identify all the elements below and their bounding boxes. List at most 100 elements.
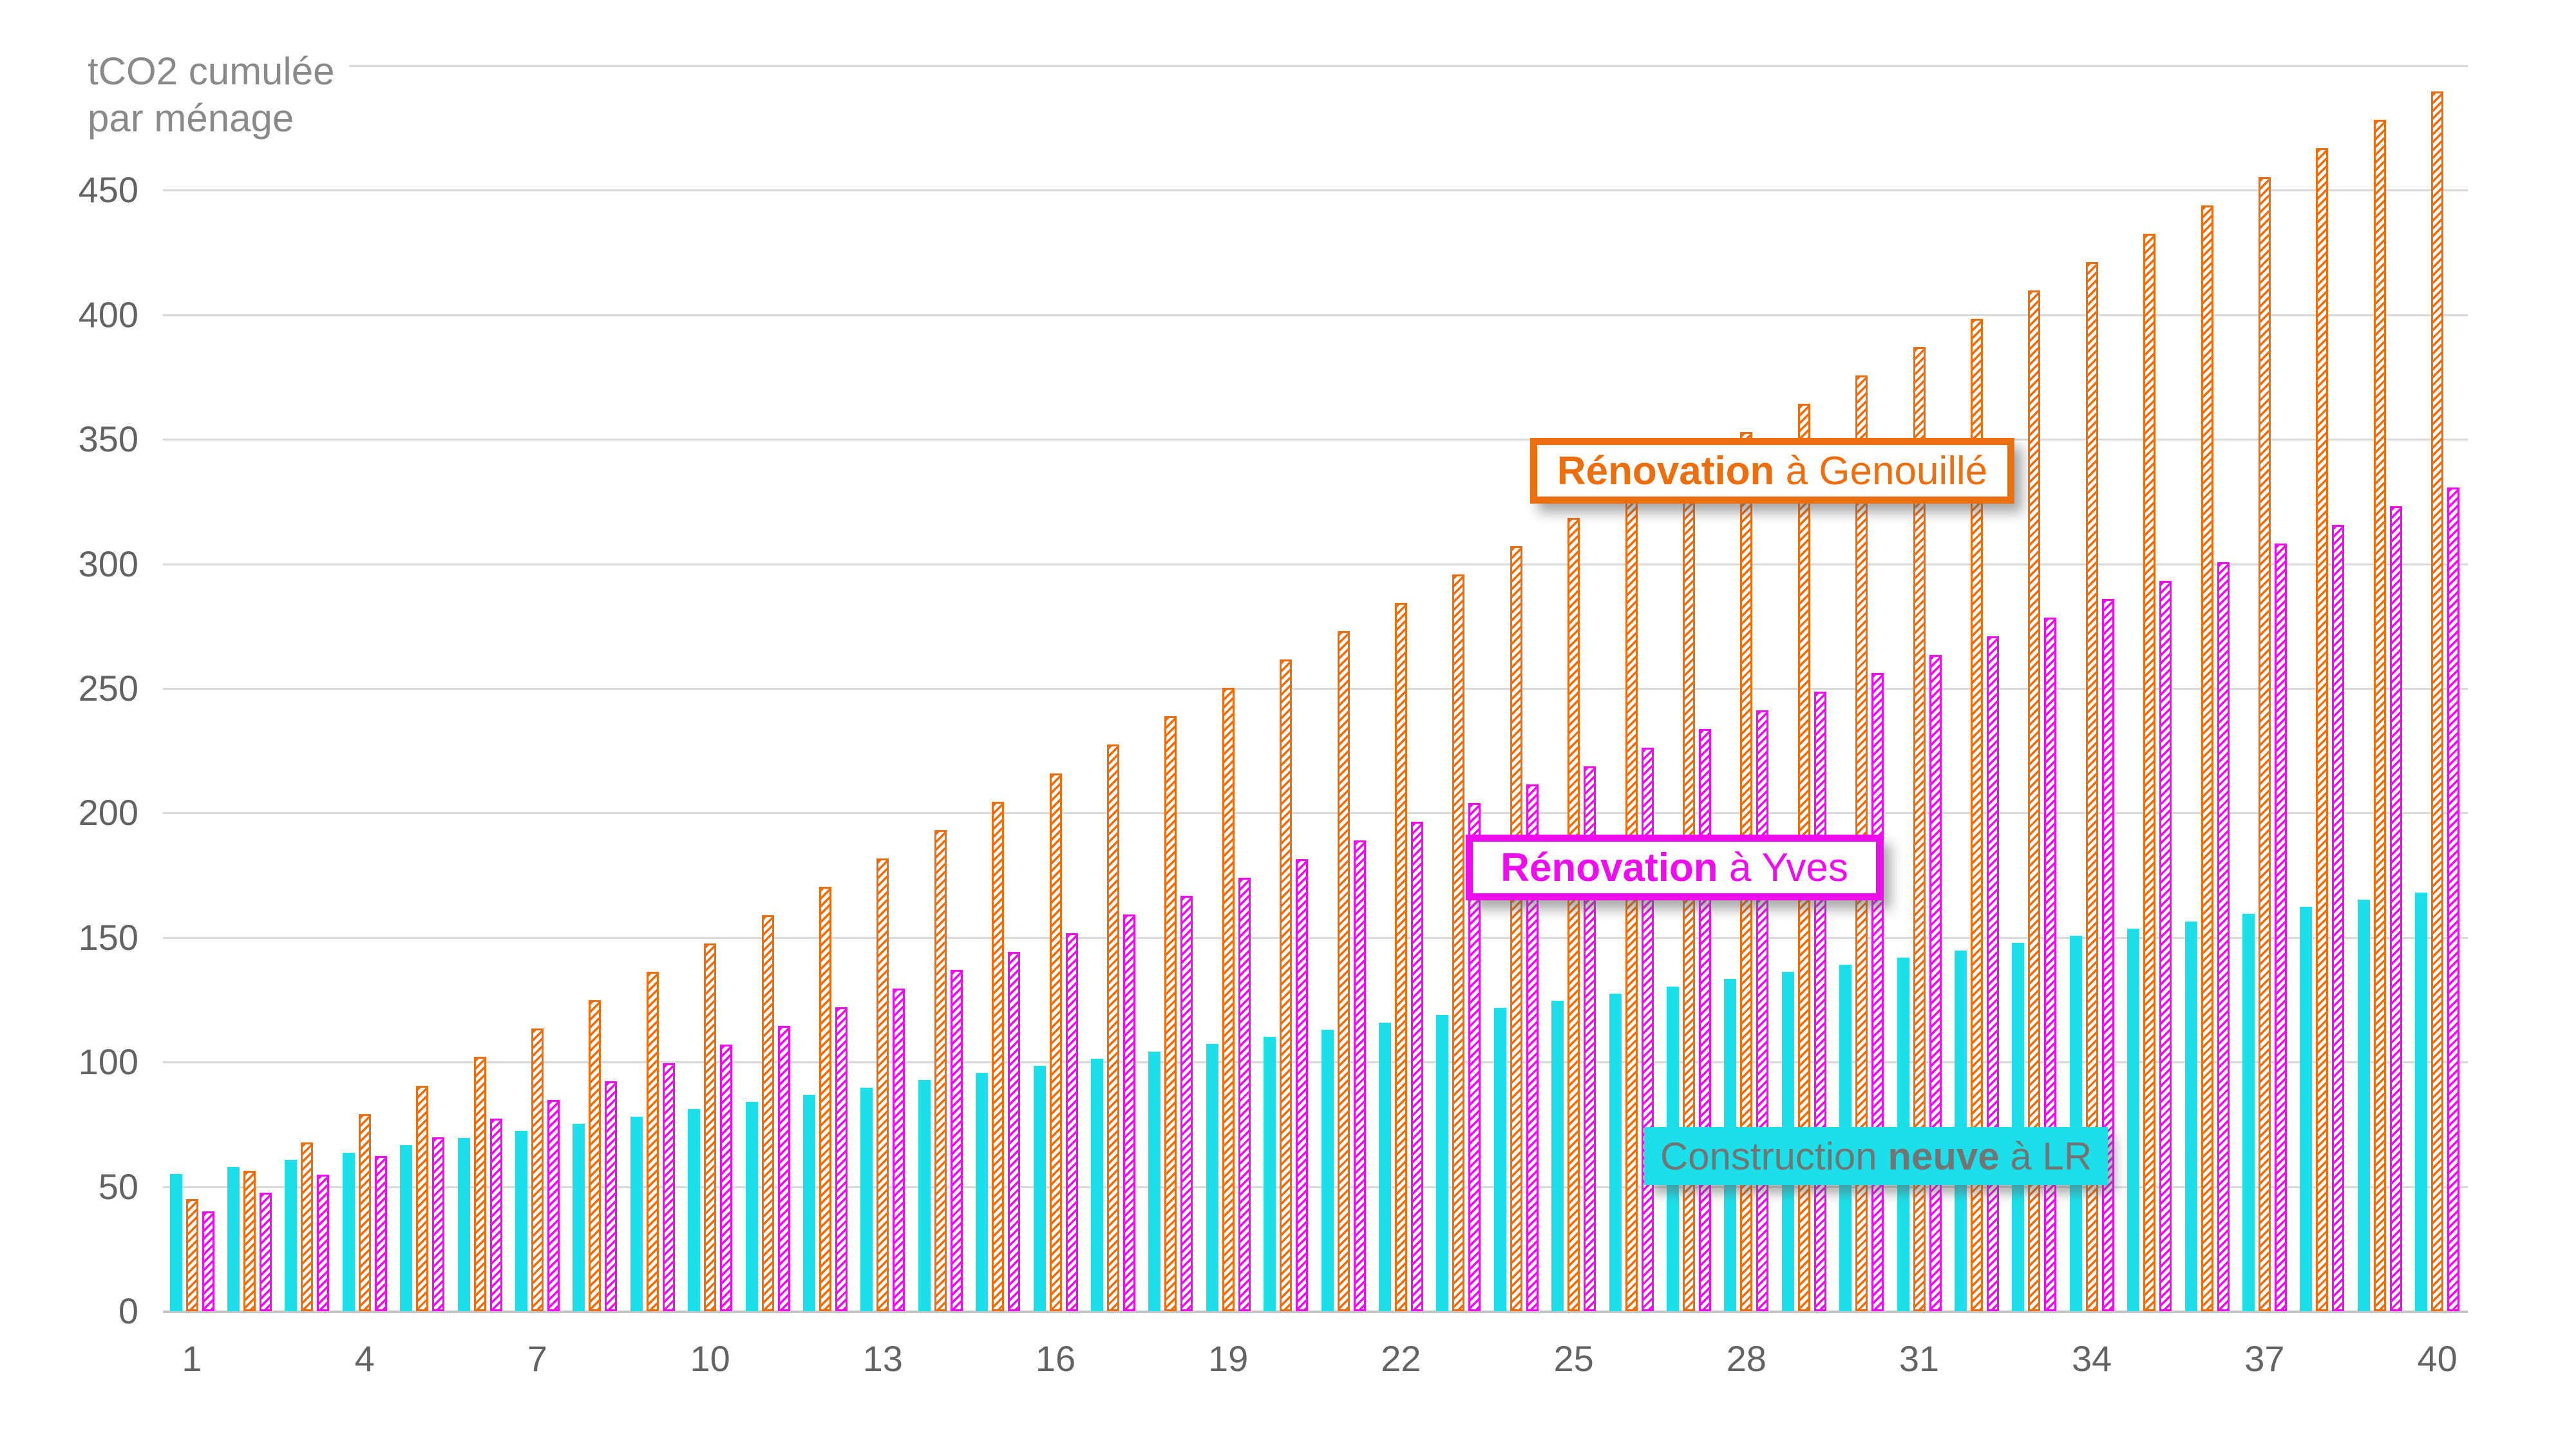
bar-orange-year-4 (359, 1114, 371, 1311)
bar-orange-year-22 (1395, 603, 1407, 1311)
x-axis-line (163, 1311, 2468, 1313)
bar-cyan-year-26 (1609, 994, 1622, 1311)
bar-cyan-year-11 (746, 1102, 758, 1311)
bar-magenta-year-10 (720, 1045, 732, 1311)
x-tick-label-22: 22 (1381, 1338, 1421, 1379)
bar-cyan-year-6 (458, 1138, 470, 1311)
bar-orange-year-16 (1050, 773, 1062, 1311)
x-tick-label-25: 25 (1553, 1338, 1594, 1379)
bar-cyan-year-39 (2358, 900, 2370, 1311)
bar-magenta-year-12 (835, 1007, 848, 1311)
gridline-400 (163, 314, 2468, 316)
bar-orange-year-5 (416, 1086, 428, 1311)
bar-magenta-year-11 (778, 1026, 790, 1311)
bar-magenta-year-22 (1411, 822, 1423, 1311)
bar-magenta-year-21 (1354, 840, 1366, 1311)
bar-magenta-year-33 (2044, 618, 2056, 1311)
bar-cyan-year-38 (2300, 907, 2312, 1311)
x-tick-label-37: 37 (2244, 1338, 2285, 1379)
bar-orange-year-10 (704, 943, 716, 1311)
bar-magenta-year-1 (202, 1211, 214, 1311)
bar-orange-year-14 (934, 830, 947, 1311)
y-tick-label-50: 50 (98, 1166, 138, 1207)
bar-magenta-year-35 (2159, 581, 2172, 1311)
bar-orange-year-18 (1164, 716, 1177, 1311)
bar-magenta-year-37 (2275, 544, 2287, 1311)
x-tick-label-13: 13 (862, 1338, 903, 1379)
x-tick-label-10: 10 (690, 1338, 730, 1379)
bar-magenta-year-39 (2390, 506, 2402, 1311)
legend-construction-pre: Construction (1660, 1134, 1888, 1178)
bar-orange-year-12 (819, 887, 831, 1311)
x-tick-label-16: 16 (1035, 1338, 1076, 1379)
gridline-50 (163, 1186, 2468, 1188)
bar-orange-year-11 (762, 915, 774, 1311)
bar-cyan-year-25 (1551, 1001, 1564, 1311)
gridline-350 (163, 439, 2468, 441)
bar-magenta-year-20 (1296, 859, 1308, 1311)
bar-magenta-year-19 (1238, 878, 1251, 1311)
bar-magenta-year-28 (1756, 710, 1768, 1311)
bar-orange-year-39 (2374, 120, 2386, 1311)
bar-cyan-year-35 (2127, 929, 2139, 1311)
bar-cyan-year-2 (227, 1167, 240, 1311)
y-tick-label-350: 350 (78, 419, 138, 460)
bar-magenta-year-36 (2217, 562, 2230, 1311)
bar-magenta-year-7 (547, 1100, 560, 1311)
bar-magenta-year-34 (2102, 599, 2114, 1311)
bar-cyan-year-36 (2185, 922, 2197, 1311)
bar-cyan-year-3 (285, 1160, 297, 1311)
legend-callout-construction: Construction neuve à LR (1644, 1127, 2108, 1185)
y-tick-label-250: 250 (78, 668, 138, 708)
bar-cyan-year-15 (976, 1073, 988, 1311)
bar-magenta-year-29 (1814, 692, 1826, 1311)
bar-cyan-year-7 (515, 1131, 527, 1311)
bar-magenta-year-4 (375, 1156, 387, 1311)
bar-magenta-year-32 (1987, 636, 1999, 1311)
bar-orange-year-23 (1452, 574, 1464, 1311)
bar-orange-year-34 (2086, 262, 2098, 1311)
y-tick-label-150: 150 (78, 916, 138, 958)
bar-orange-year-36 (2201, 205, 2213, 1311)
bar-orange-year-6 (474, 1057, 486, 1311)
legend-yves-regular: à Yves (1718, 845, 1848, 890)
bar-cyan-year-10 (688, 1109, 700, 1311)
bar-cyan-year-17 (1091, 1059, 1103, 1311)
bar-magenta-year-16 (1066, 933, 1078, 1311)
legend-yves-bold: Rénovation (1501, 845, 1718, 890)
bar-magenta-year-3 (317, 1175, 329, 1311)
legend-callout-yves: Rénovation à Yves (1466, 835, 1883, 900)
bar-magenta-year-25 (1584, 766, 1596, 1311)
legend-genouille-bold: Rénovation (1557, 448, 1775, 493)
x-tick-label-34: 34 (2072, 1338, 2112, 1379)
bar-orange-year-21 (1338, 631, 1350, 1311)
bar-cyan-year-5 (400, 1145, 412, 1311)
gridline-500 (163, 65, 2468, 67)
bar-orange-year-17 (1107, 744, 1119, 1311)
bar-cyan-year-8 (573, 1124, 585, 1311)
bar-cyan-year-23 (1436, 1015, 1448, 1311)
bar-cyan-year-13 (860, 1088, 873, 1311)
gridline-200 (163, 812, 2468, 815)
x-tick-label-31: 31 (1899, 1338, 1940, 1379)
bar-cyan-year-22 (1379, 1023, 1391, 1311)
gridline-150 (163, 936, 2468, 939)
bar-orange-year-3 (301, 1142, 313, 1311)
bar-orange-year-7 (531, 1028, 544, 1311)
x-tick-label-28: 28 (1726, 1338, 1766, 1379)
gridline-300 (163, 563, 2468, 565)
bar-magenta-year-27 (1699, 729, 1711, 1311)
bar-cyan-year-4 (343, 1153, 355, 1311)
bar-magenta-year-13 (893, 989, 905, 1311)
y-axis-title: tCO2 cumulée par ménage (76, 43, 349, 148)
bar-magenta-year-5 (432, 1137, 444, 1311)
y-tick-label-100: 100 (78, 1041, 138, 1083)
bar-magenta-year-31 (1929, 655, 1942, 1311)
bar-orange-year-19 (1222, 688, 1235, 1311)
bar-orange-year-31 (1913, 347, 1926, 1311)
bar-orange-year-25 (1567, 518, 1580, 1311)
bar-cyan-year-20 (1264, 1037, 1276, 1311)
bar-cyan-year-14 (918, 1080, 931, 1311)
bar-cyan-year-34 (2070, 936, 2082, 1311)
